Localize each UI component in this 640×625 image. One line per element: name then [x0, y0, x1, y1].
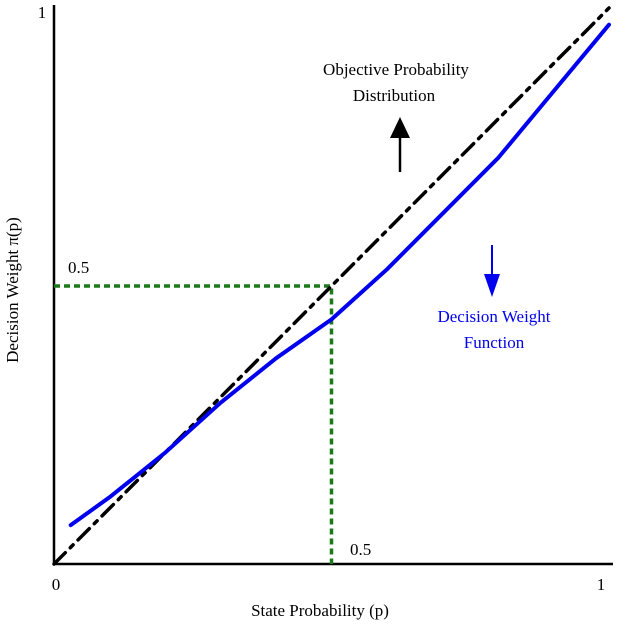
- up-arrow-icon: [390, 117, 410, 172]
- reference-y-label: 0.5: [68, 258, 89, 277]
- series-line-0: [52, 6, 611, 566]
- y-axis-label: Decision Weight π(p): [3, 217, 22, 363]
- decision-annotation-line-2: Function: [464, 333, 525, 352]
- reference-lines: [54, 284, 334, 564]
- decision-annotation-line-1: Decision Weight: [437, 307, 550, 326]
- x-tick-label-0: 0: [52, 575, 61, 594]
- objective-annotation-line-1: Objective Probability: [323, 60, 469, 79]
- y-tick-label-1: 1: [38, 3, 47, 22]
- x-tick-label-1: 1: [597, 575, 606, 594]
- reference-x-label: 0.5: [350, 540, 371, 559]
- down-arrow-icon: [484, 245, 500, 297]
- x-axis-label: State Probability (p): [251, 601, 389, 620]
- series-line-1: [68, 22, 611, 528]
- objective-annotation-line-2: Distribution: [353, 86, 436, 105]
